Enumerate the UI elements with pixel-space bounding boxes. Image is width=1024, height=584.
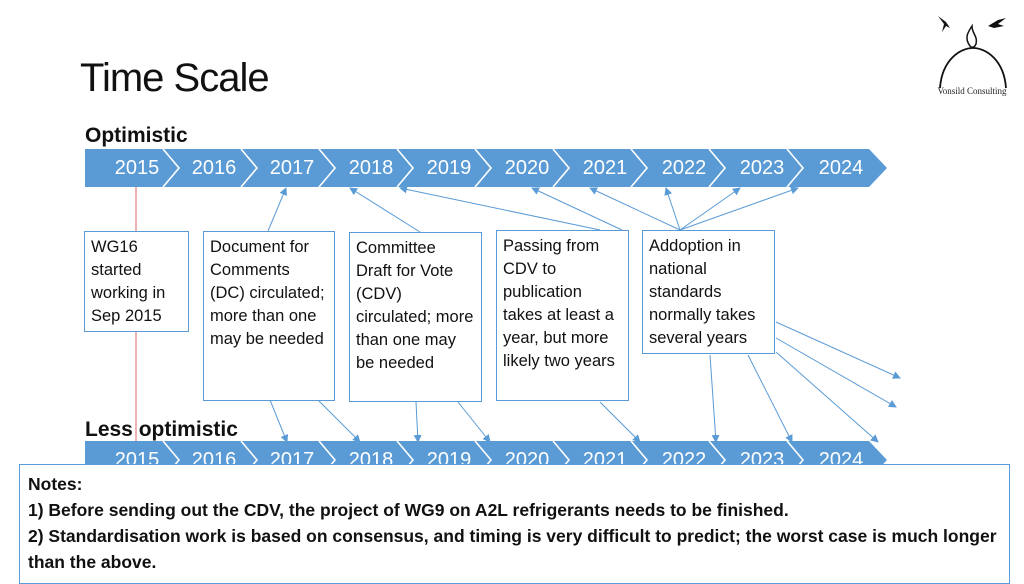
optimistic-year-2021: 2021 <box>582 157 628 179</box>
less-optimistic-label: Less optimistic <box>85 418 238 441</box>
page-title: Time Scale <box>80 56 270 100</box>
optimistic-year-2016: 2016 <box>191 157 237 179</box>
optimistic-year-2015: 2015 <box>114 157 160 179</box>
optimistic-year-2017: 2017 <box>269 157 315 179</box>
notes-item-1: 1) Before sending out the CDV, the proje… <box>28 500 789 520</box>
event-box-cdv: Committee Draft for Vote (CDV) circulate… <box>349 232 482 402</box>
optimistic-year-2023: 2023 <box>739 157 785 179</box>
optimistic-timeline: 2015 2016 2017 2018 2019 2020 2021 2022 … <box>85 149 887 187</box>
optimistic-year-2022: 2022 <box>661 157 707 179</box>
notes-item-2: 2) Standardisation work is based on cons… <box>28 526 997 572</box>
vonsild-logo-icon <box>938 16 1007 89</box>
notes-heading: Notes: <box>28 474 83 494</box>
optimistic-year-2018: 2018 <box>348 157 394 179</box>
logo-label: Vonsild Consulting <box>937 86 1007 96</box>
optimistic-year-2024: 2024 <box>818 157 864 179</box>
optimistic-year-2019: 2019 <box>426 157 472 179</box>
optimistic-year-2020: 2020 <box>504 157 550 179</box>
optimistic-timeline-bar <box>85 149 887 187</box>
notes-panel: Notes: 1) Before sending out the CDV, th… <box>19 464 1010 584</box>
optimistic-label: Optimistic <box>85 124 188 147</box>
event-box-national-adoption: Addoption in national standards normally… <box>642 230 775 354</box>
event-box-wg16-start: WG16 started working in Sep 2015 <box>84 231 189 332</box>
event-box-publication: Passing from CDV to publication takes at… <box>496 230 629 401</box>
event-box-dc: Document for Comments (DC) circulated; m… <box>203 231 335 401</box>
